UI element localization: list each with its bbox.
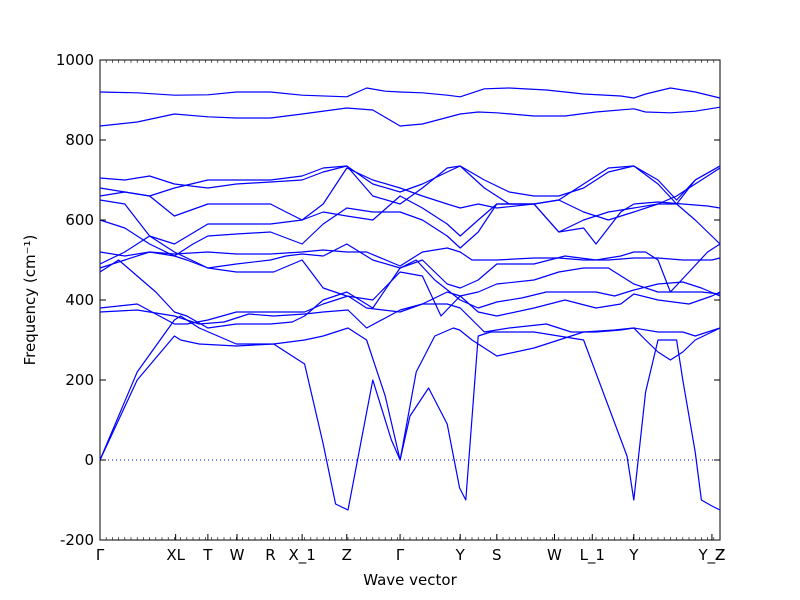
x-tick-label: Γ: [396, 546, 405, 564]
y-tick-label: 1000: [56, 51, 94, 69]
series-group: [99, 87, 721, 511]
band-line-7: [99, 235, 721, 293]
band-line-14: [99, 106, 721, 127]
band-line-9: [99, 201, 721, 257]
band-line-15: [99, 87, 721, 99]
y-tick-label: 0: [84, 451, 94, 469]
y-tick-label: 800: [65, 131, 94, 149]
y-tick-label: 200: [65, 371, 94, 389]
band-line-6: [99, 251, 721, 317]
y-tick-label: 600: [65, 211, 94, 229]
band-line-11: [99, 167, 721, 221]
band-line-13: [99, 165, 721, 205]
band-line-8: [99, 247, 721, 267]
band-line-5: [99, 259, 721, 329]
x-tick-label: XL: [166, 546, 185, 564]
y-axis-label: Frequency (cm⁻¹): [21, 235, 39, 366]
plot-frame: [99, 59, 721, 541]
band-line-10: [99, 195, 721, 245]
band-line-4: [99, 291, 721, 325]
x-axis-label: Wave vector: [363, 571, 457, 589]
x-tick-label: W: [230, 546, 245, 564]
x-tick-label: Z: [715, 546, 725, 564]
x-tick-label: S: [492, 546, 502, 564]
x-tick-label: L_1: [580, 546, 605, 565]
x-tick-label: Y: [455, 546, 466, 564]
y-tick-label: 400: [65, 291, 94, 309]
x-tick-label: R: [265, 546, 275, 564]
x-tick-label: Z: [342, 546, 352, 564]
x-tick-label: Y_Z: [697, 546, 725, 565]
plot-area: Γ XL T W R X_1 Z Γ Y S W L_1 Y Y_ZZ -2000200400600800…: [56, 51, 726, 565]
x-tick-label: X_1: [288, 546, 315, 565]
band-line-2: [99, 327, 721, 461]
x-tick-label: W: [547, 546, 562, 564]
band-line-1: [99, 315, 721, 511]
x-tick-label: Γ: [96, 546, 105, 564]
y-tick-label: -200: [60, 531, 94, 549]
x-tick-label: T: [202, 546, 213, 564]
y-ticks: -200 0 200 400 600 800 1000: [56, 51, 720, 549]
x-ticks: Γ XL T W R X_1 Z Γ Y S W L_1 Y Y_ZZ: [96, 60, 725, 565]
x-tick-label: Y: [628, 546, 639, 564]
